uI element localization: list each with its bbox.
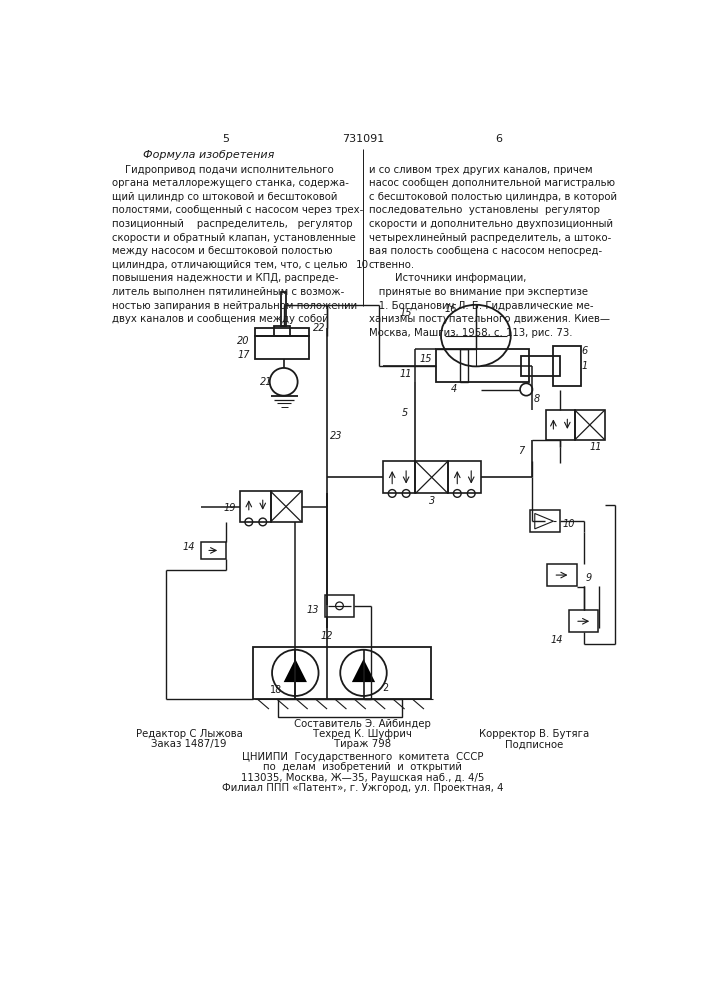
Text: 8: 8 xyxy=(533,394,539,404)
Bar xyxy=(530,510,559,532)
Text: 2: 2 xyxy=(382,683,388,693)
Bar xyxy=(546,410,575,440)
Bar xyxy=(201,542,226,559)
Bar xyxy=(383,461,416,493)
Text: Корректор В. Бутяга: Корректор В. Бутяга xyxy=(479,729,589,739)
Bar xyxy=(521,356,559,376)
Text: 16: 16 xyxy=(444,304,457,314)
Text: 12: 12 xyxy=(320,631,332,641)
Text: 5: 5 xyxy=(222,134,229,144)
Text: 15: 15 xyxy=(400,308,412,318)
Text: 3: 3 xyxy=(428,496,435,506)
Text: 14: 14 xyxy=(551,635,563,645)
Bar xyxy=(416,461,448,493)
Text: 731091: 731091 xyxy=(341,134,384,144)
Text: Гидропривод подачи исполнительного
органа металлорежущего станка, содержа-
щий ц: Гидропривод подачи исполнительного орган… xyxy=(112,165,363,324)
Text: Заказ 1487/19: Заказ 1487/19 xyxy=(151,739,227,749)
Bar xyxy=(547,564,577,586)
Text: 6: 6 xyxy=(581,346,588,356)
Text: 21: 21 xyxy=(260,377,273,387)
Text: 11: 11 xyxy=(400,369,412,379)
Text: Филиал ППП «Патент», г. Ужгород, ул. Проектная, 4: Филиал ППП «Патент», г. Ужгород, ул. Про… xyxy=(222,783,503,793)
Text: 11: 11 xyxy=(590,442,602,452)
Text: 10: 10 xyxy=(356,260,369,270)
Bar xyxy=(436,349,529,382)
Text: ЦНИИПИ  Государственного  комитета  СССР: ЦНИИПИ Государственного комитета СССР xyxy=(242,752,484,762)
Text: по  делам  изобретений  и  открытий: по делам изобретений и открытий xyxy=(263,762,462,772)
Bar xyxy=(240,491,271,522)
Text: 4: 4 xyxy=(451,384,457,394)
Text: 1: 1 xyxy=(581,361,588,371)
Text: 13: 13 xyxy=(307,605,320,615)
Text: 7: 7 xyxy=(518,446,524,456)
Bar xyxy=(255,328,309,336)
Bar xyxy=(460,349,468,382)
Text: Техред К. Шуфрич: Техред К. Шуфрич xyxy=(313,729,412,739)
Text: 10: 10 xyxy=(563,519,575,529)
Text: Тираж 798: Тираж 798 xyxy=(334,739,391,749)
Bar xyxy=(281,292,286,326)
Bar xyxy=(255,336,309,359)
Text: 5: 5 xyxy=(402,408,408,418)
Text: 9: 9 xyxy=(585,573,591,583)
Text: Составитель Э. Айбиндер: Составитель Э. Айбиндер xyxy=(294,719,431,729)
Bar xyxy=(252,647,431,699)
Bar xyxy=(325,595,354,617)
Polygon shape xyxy=(352,659,375,682)
Polygon shape xyxy=(284,659,307,682)
Text: 14: 14 xyxy=(183,542,195,552)
Bar xyxy=(274,326,290,336)
Bar xyxy=(279,699,402,717)
Text: и со сливом трех других каналов, причем
насос сообщен дополнительной магистралью: и со сливом трех других каналов, причем … xyxy=(369,165,617,338)
Bar xyxy=(271,491,301,522)
Bar xyxy=(575,410,604,440)
Text: 15: 15 xyxy=(419,354,432,364)
Text: 19: 19 xyxy=(223,503,235,513)
Text: 17: 17 xyxy=(237,350,250,360)
Bar xyxy=(448,461,481,493)
Text: 23: 23 xyxy=(330,431,343,441)
Text: Подписное: Подписное xyxy=(505,739,563,749)
Text: 6: 6 xyxy=(496,134,503,144)
Text: 113035, Москва, Ж—35, Раушская наб., д. 4/5: 113035, Москва, Ж—35, Раушская наб., д. … xyxy=(241,773,484,783)
Bar xyxy=(554,346,580,386)
Text: 22: 22 xyxy=(313,323,326,333)
Text: 20: 20 xyxy=(237,336,250,346)
Text: Редактор С Лыжова: Редактор С Лыжова xyxy=(136,729,243,739)
Bar xyxy=(569,610,598,632)
Text: 18: 18 xyxy=(270,685,282,695)
Text: Формула изобретения: Формула изобретения xyxy=(143,150,274,160)
